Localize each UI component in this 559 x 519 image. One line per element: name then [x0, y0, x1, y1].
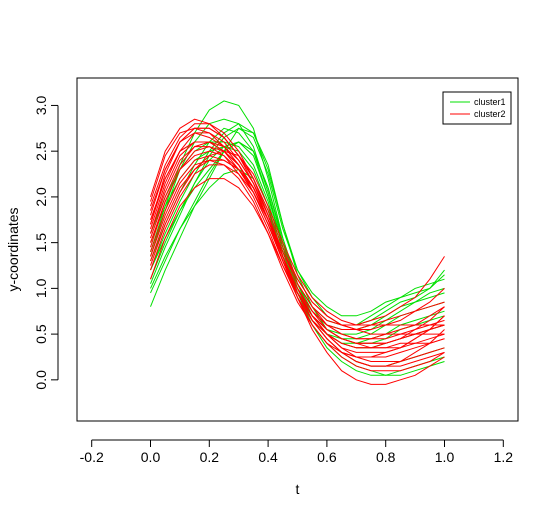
cluster2-curve-1 — [150, 141, 445, 349]
cluster2-curve-4 — [150, 127, 445, 385]
y-tick-label: 1.5 — [33, 233, 49, 253]
legend-box — [442, 91, 512, 125]
cluster1-curve-9 — [150, 168, 445, 335]
cluster2-curve-6 — [150, 132, 445, 340]
cluster2-curve-20 — [150, 178, 445, 344]
cluster2-curve-19 — [150, 141, 445, 367]
cluster2-curve-9 — [150, 164, 445, 330]
x-tick-label: 0.8 — [376, 449, 396, 465]
cluster1-curve-10 — [150, 141, 445, 340]
x-tick-label: -0.2 — [80, 449, 104, 465]
cluster2-curve-8 — [150, 118, 445, 372]
y-tick-label: 0.0 — [33, 370, 49, 390]
cluster2-curve-2 — [150, 123, 445, 358]
plot-frame — [76, 77, 519, 422]
legend-label-cluster2: cluster2 — [474, 109, 506, 119]
x-tick-label: 0.2 — [200, 449, 220, 465]
cluster2-curve-11 — [150, 141, 445, 340]
cluster2-curve-16 — [150, 127, 445, 362]
cluster1-curve-11 — [150, 123, 445, 344]
series-lines — [150, 100, 445, 385]
cluster2-curve-3 — [150, 150, 445, 344]
y-axis: 0.0 0.5 1.0 1.5 2.0 2.5 3.0 — [33, 95, 59, 390]
cluster2-curve-5 — [150, 159, 445, 330]
cluster1-curve-8 — [150, 118, 445, 376]
x-tick-label: 1.2 — [494, 449, 514, 465]
cluster2-curve-7 — [150, 146, 445, 349]
x-axis-title: t — [296, 481, 300, 497]
y-axis-title: y-coordinates — [5, 207, 21, 291]
cluster1-curve-2 — [150, 127, 445, 326]
cluster2-curve-15 — [150, 150, 445, 326]
x-tick-label: 0.4 — [258, 449, 278, 465]
cluster2-curve-12 — [150, 127, 445, 335]
y-tick-label: 0.5 — [33, 324, 49, 344]
cluster1-curve-7 — [150, 146, 445, 376]
cluster1-curve-6 — [150, 141, 445, 367]
y-tick-label: 1.0 — [33, 278, 49, 298]
cluster2-curve-17 — [150, 146, 445, 349]
y-tick-label: 2.5 — [33, 141, 49, 161]
y-tick-label: 3.0 — [33, 95, 49, 115]
cluster2-curve-18 — [150, 159, 445, 358]
x-tick-label: 1.0 — [435, 449, 455, 465]
legend: cluster1 cluster2 — [442, 91, 512, 125]
x-tick-label: 0.6 — [317, 449, 337, 465]
x-axis: -0.2 0.0 0.2 0.4 0.6 0.8 1.0 1.2 — [80, 439, 514, 465]
x-tick-label: 0.0 — [141, 449, 161, 465]
legend-label-cluster1: cluster1 — [474, 97, 506, 107]
y-tick-label: 2.0 — [33, 187, 49, 207]
